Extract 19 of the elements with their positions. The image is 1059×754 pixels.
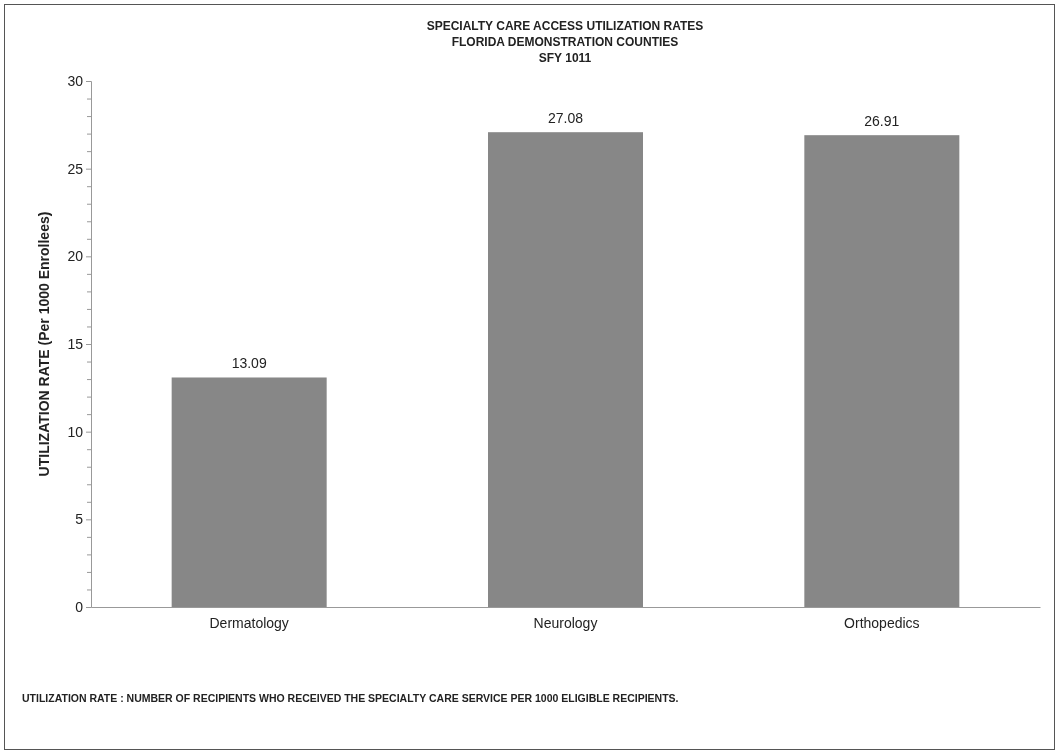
bar [488, 132, 643, 607]
chart-title: SPECIALTY CARE ACCESS UTILIZATION RATES FLORIDA DEMONSTRATION COUNTIES SFY 1011 [426, 19, 704, 65]
x-tick-label: Orthopedics [844, 615, 920, 632]
bar [171, 377, 327, 607]
y-axis-title: UTILIZATION RATE (Per 1000 Enrollees) [36, 211, 52, 477]
y-tick-label: 15 [67, 335, 84, 352]
data-label: 13.09 [231, 355, 267, 372]
y-tick-label: 0 [75, 598, 84, 615]
y-tick-label: 20 [67, 248, 84, 265]
x-tick-label: Dermatology [209, 615, 289, 632]
y-tick-label: 5 [75, 511, 84, 528]
x-tick-label: Neurology [533, 615, 598, 632]
data-label: 27.08 [547, 110, 584, 127]
data-label: 26.91 [864, 113, 900, 130]
y-tick-label: 25 [67, 160, 84, 177]
y-tick-label: 10 [67, 423, 84, 440]
bar [804, 135, 960, 607]
y-tick-label: 30 [67, 72, 84, 89]
text: UTILIZATION RATE : NUMBER OF RECIPIENTS WHO RECEIVED THE SPECIALTY CARE SERVICE PER 1000 ELIGIBLE RECIPIENTS. [22, 692, 679, 704]
